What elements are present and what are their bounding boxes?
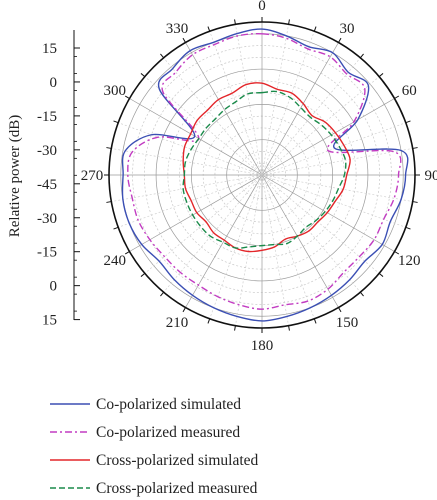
angle-tick-label: 180 [251, 338, 274, 354]
y-axis-label: Relative power (dB) [7, 115, 23, 237]
angle-tick-label: 150 [336, 315, 359, 331]
grid-spoke [209, 174, 263, 319]
outer-tick [405, 120, 411, 124]
legend-label: Cross-polarized measured [96, 480, 258, 497]
outer-tick [338, 37, 342, 43]
radial-tick-label: -15 [37, 245, 57, 261]
outer-tick [288, 19, 290, 25]
angle-tick-label: 270 [81, 168, 104, 184]
legend: Co-polarized simulated Co-polarized measu… [50, 396, 259, 497]
outer-tick [378, 272, 384, 277]
legend-label: Co-polarized measured [96, 424, 240, 441]
outer-tick [234, 19, 236, 25]
series-lines [121, 28, 409, 322]
angle-tick-label: 330 [166, 21, 189, 37]
outer-tick [394, 251, 400, 255]
grid-spoke [261, 31, 315, 176]
outer-tick [140, 73, 146, 78]
angle-tick-labels: 0 30 60 90 120 150 180 210 240 270 300 330 [81, 0, 437, 354]
outer-tick [106, 201, 112, 203]
angle-tick-label: 300 [104, 83, 127, 99]
angle-tick-label: 240 [104, 253, 127, 269]
outer-tick [359, 291, 364, 297]
grid-spoke [261, 174, 339, 308]
outer-tick [412, 201, 418, 203]
outer-tick [113, 226, 119, 230]
grid-spoke [261, 174, 361, 293]
outer-tick [207, 26, 211, 32]
angle-tick-label: 120 [398, 253, 421, 269]
grid-spoke [185, 174, 263, 308]
angle-tick-label: 30 [340, 21, 355, 37]
radial-tick-label: -30 [37, 143, 57, 159]
grid-spoke [144, 174, 263, 274]
grid-spoke [111, 174, 263, 202]
radial-tick-label: 15 [42, 313, 57, 329]
radial-axis: 15 0 -15 -30 -45 -30 -15 0 15 [37, 30, 80, 329]
outer-tick [124, 251, 130, 255]
outer-tick [182, 307, 186, 313]
grid-spoke [209, 31, 263, 176]
grid-spoke [261, 174, 413, 202]
polar-grid [104, 17, 420, 333]
grid-spoke [144, 76, 263, 176]
grid-spoke [261, 148, 413, 176]
legend-label: Cross-polarized simulated [96, 452, 259, 469]
radial-tick-label: -45 [37, 177, 57, 193]
series-line-co-polarized-simulated [121, 28, 409, 322]
grid-spoke [129, 174, 263, 252]
series-line-cross-polarized-measured [182, 90, 347, 249]
grid-spoke [261, 98, 395, 176]
radial-tick-label: 15 [42, 41, 57, 57]
grid-spoke [261, 174, 395, 252]
outer-tick [140, 272, 146, 277]
grid-spoke [129, 98, 263, 176]
legend-label: Co-polarized simulated [96, 396, 241, 413]
grid-spoke [261, 174, 315, 319]
outer-tick [182, 37, 186, 43]
grid-spoke [185, 42, 263, 176]
outer-tick [207, 318, 211, 324]
outer-tick [234, 325, 236, 331]
radial-tick-label: -15 [37, 109, 57, 125]
grid-spoke [235, 174, 263, 326]
grid-spoke [261, 76, 380, 176]
grid-spoke [118, 122, 263, 176]
grid-spoke [118, 174, 263, 228]
outer-tick [313, 26, 317, 32]
outer-tick [359, 53, 364, 59]
radial-tick-label: 0 [50, 75, 58, 91]
angle-tick-label: 90 [425, 168, 437, 184]
grid-spoke [163, 57, 263, 176]
angle-tick-label: 60 [402, 83, 417, 99]
radial-tick-label: 0 [50, 279, 58, 295]
outer-tick [394, 95, 400, 99]
outer-tick [288, 325, 290, 331]
grid-spoke [261, 24, 289, 176]
grid-spoke [111, 148, 263, 176]
grid-spoke [261, 174, 380, 274]
angle-tick-label: 210 [166, 315, 189, 331]
radial-tick-label: -30 [37, 211, 57, 227]
outer-tick [160, 53, 165, 59]
outer-tick [160, 291, 165, 297]
grid-spoke [261, 122, 406, 176]
outer-tick [106, 147, 112, 149]
grid-spoke [261, 174, 406, 228]
outer-tick [113, 120, 119, 124]
grid-spoke [261, 174, 289, 326]
outer-tick [405, 226, 411, 230]
series-line-cross-polarized-simulated [182, 82, 351, 253]
outer-tick [338, 307, 342, 313]
outer-tick [313, 318, 317, 324]
grid-spoke [235, 24, 263, 176]
outer-tick [412, 147, 418, 149]
grid-spoke [261, 57, 361, 176]
grid-spoke [261, 42, 339, 176]
grid-spoke [163, 174, 263, 293]
outer-tick [124, 95, 130, 99]
angle-tick-label: 0 [258, 0, 266, 14]
outer-tick [378, 73, 384, 78]
